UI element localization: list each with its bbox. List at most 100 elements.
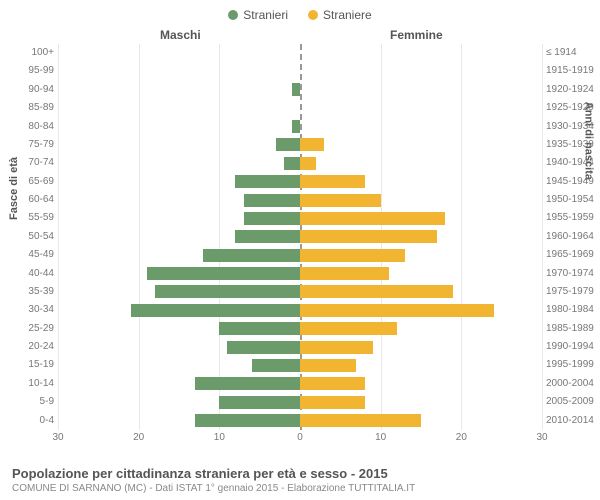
- bar-female: [300, 249, 405, 262]
- birth-year-label: 1945-1949: [546, 176, 600, 187]
- age-label: 65-69: [10, 176, 54, 187]
- age-label: 50-54: [10, 231, 54, 242]
- bar-male: [276, 138, 300, 151]
- age-label: 40-44: [10, 268, 54, 279]
- age-label: 0-4: [10, 415, 54, 426]
- age-label: 35-39: [10, 286, 54, 297]
- pyramid-row: 75-791935-1939: [58, 136, 542, 154]
- birth-year-label: 1940-1944: [546, 157, 600, 168]
- pyramid-row: 70-741940-1944: [58, 154, 542, 172]
- legend-swatch-female: [308, 10, 318, 20]
- birth-year-label: 1980-1984: [546, 304, 600, 315]
- bar-male: [292, 120, 300, 133]
- pyramid-row: 25-291985-1989: [58, 320, 542, 338]
- birth-year-label: ≤ 1914: [546, 47, 600, 58]
- x-tick-label: 10: [214, 432, 225, 443]
- bar-male: [244, 194, 300, 207]
- pyramid-row: 60-641950-1954: [58, 191, 542, 209]
- pyramid-row: 15-191995-1999: [58, 356, 542, 374]
- pyramid-row: 30-341980-1984: [58, 301, 542, 319]
- age-label: 70-74: [10, 157, 54, 168]
- age-label: 45-49: [10, 249, 54, 260]
- age-label: 60-64: [10, 194, 54, 205]
- bar-female: [300, 285, 453, 298]
- pyramid-row: 45-491965-1969: [58, 246, 542, 264]
- x-tick-label: 30: [536, 432, 547, 443]
- bar-male: [284, 157, 300, 170]
- bar-female: [300, 230, 437, 243]
- age-label: 85-89: [10, 102, 54, 113]
- age-label: 15-19: [10, 359, 54, 370]
- bar-female: [300, 175, 365, 188]
- age-label: 95-99: [10, 65, 54, 76]
- x-axis: 3020100102030: [58, 432, 542, 448]
- pyramid-row: 65-691945-1949: [58, 173, 542, 191]
- age-label: 90-94: [10, 84, 54, 95]
- birth-year-label: 1990-1994: [546, 341, 600, 352]
- footer: Popolazione per cittadinanza straniera p…: [12, 466, 588, 494]
- bar-male: [147, 267, 300, 280]
- birth-year-label: 1995-1999: [546, 359, 600, 370]
- bar-male: [235, 230, 300, 243]
- birth-year-label: 2000-2004: [546, 378, 600, 389]
- bar-female: [300, 414, 421, 427]
- age-label: 5-9: [10, 396, 54, 407]
- birth-year-label: 1970-1974: [546, 268, 600, 279]
- legend-item-female: Straniere: [308, 8, 372, 22]
- pyramid-row: 90-941920-1924: [58, 81, 542, 99]
- bar-female: [300, 341, 373, 354]
- pyramid-row: 100+≤ 1914: [58, 44, 542, 62]
- legend: Stranieri Straniere: [0, 0, 600, 26]
- birth-year-label: 2005-2009: [546, 396, 600, 407]
- birth-year-label: 1930-1934: [546, 121, 600, 132]
- pyramid-row: 35-391975-1979: [58, 283, 542, 301]
- age-label: 75-79: [10, 139, 54, 150]
- birth-year-label: 1955-1959: [546, 212, 600, 223]
- bar-male: [195, 414, 300, 427]
- age-label: 30-34: [10, 304, 54, 315]
- pyramid-row: 55-591955-1959: [58, 209, 542, 227]
- age-label: 10-14: [10, 378, 54, 389]
- x-tick-label: 10: [375, 432, 386, 443]
- bar-male: [203, 249, 300, 262]
- age-label: 25-29: [10, 323, 54, 334]
- bar-male: [131, 304, 300, 317]
- x-tick-label: 20: [133, 432, 144, 443]
- footer-title: Popolazione per cittadinanza straniera p…: [12, 466, 588, 481]
- bar-female: [300, 267, 389, 280]
- bar-female: [300, 396, 365, 409]
- bar-male: [227, 341, 300, 354]
- age-label: 100+: [10, 47, 54, 58]
- age-label: 80-84: [10, 121, 54, 132]
- birth-year-label: 1950-1954: [546, 194, 600, 205]
- plot-area: 100+≤ 191495-991915-191990-941920-192485…: [58, 44, 542, 430]
- x-tick-label: 20: [456, 432, 467, 443]
- birth-year-label: 1960-1964: [546, 231, 600, 242]
- birth-year-label: 1925-1929: [546, 102, 600, 113]
- bar-female: [300, 304, 494, 317]
- x-tick-label: 30: [52, 432, 63, 443]
- x-tick-label: 0: [297, 432, 303, 443]
- bar-female: [300, 157, 316, 170]
- birth-year-label: 1965-1969: [546, 249, 600, 260]
- bar-female: [300, 322, 397, 335]
- pyramid-row: 50-541960-1964: [58, 228, 542, 246]
- pyramid-row: 20-241990-1994: [58, 338, 542, 356]
- legend-label-male: Stranieri: [243, 8, 288, 22]
- grid-line: [542, 44, 543, 430]
- birth-year-label: 1975-1979: [546, 286, 600, 297]
- pyramid-row: 80-841930-1934: [58, 118, 542, 136]
- bar-male: [219, 396, 300, 409]
- header-male: Maschi: [160, 28, 201, 42]
- pyramid-row: 5-92005-2009: [58, 393, 542, 411]
- pyramid-row: 10-142000-2004: [58, 375, 542, 393]
- pyramid-row: 0-42010-2014: [58, 412, 542, 430]
- bar-male: [219, 322, 300, 335]
- bar-male: [244, 212, 300, 225]
- legend-swatch-male: [228, 10, 238, 20]
- bar-female: [300, 377, 365, 390]
- bar-female: [300, 359, 356, 372]
- bar-male: [195, 377, 300, 390]
- footer-subtitle: COMUNE DI SARNANO (MC) - Dati ISTAT 1° g…: [12, 483, 588, 494]
- pyramid-row: 95-991915-1919: [58, 62, 542, 80]
